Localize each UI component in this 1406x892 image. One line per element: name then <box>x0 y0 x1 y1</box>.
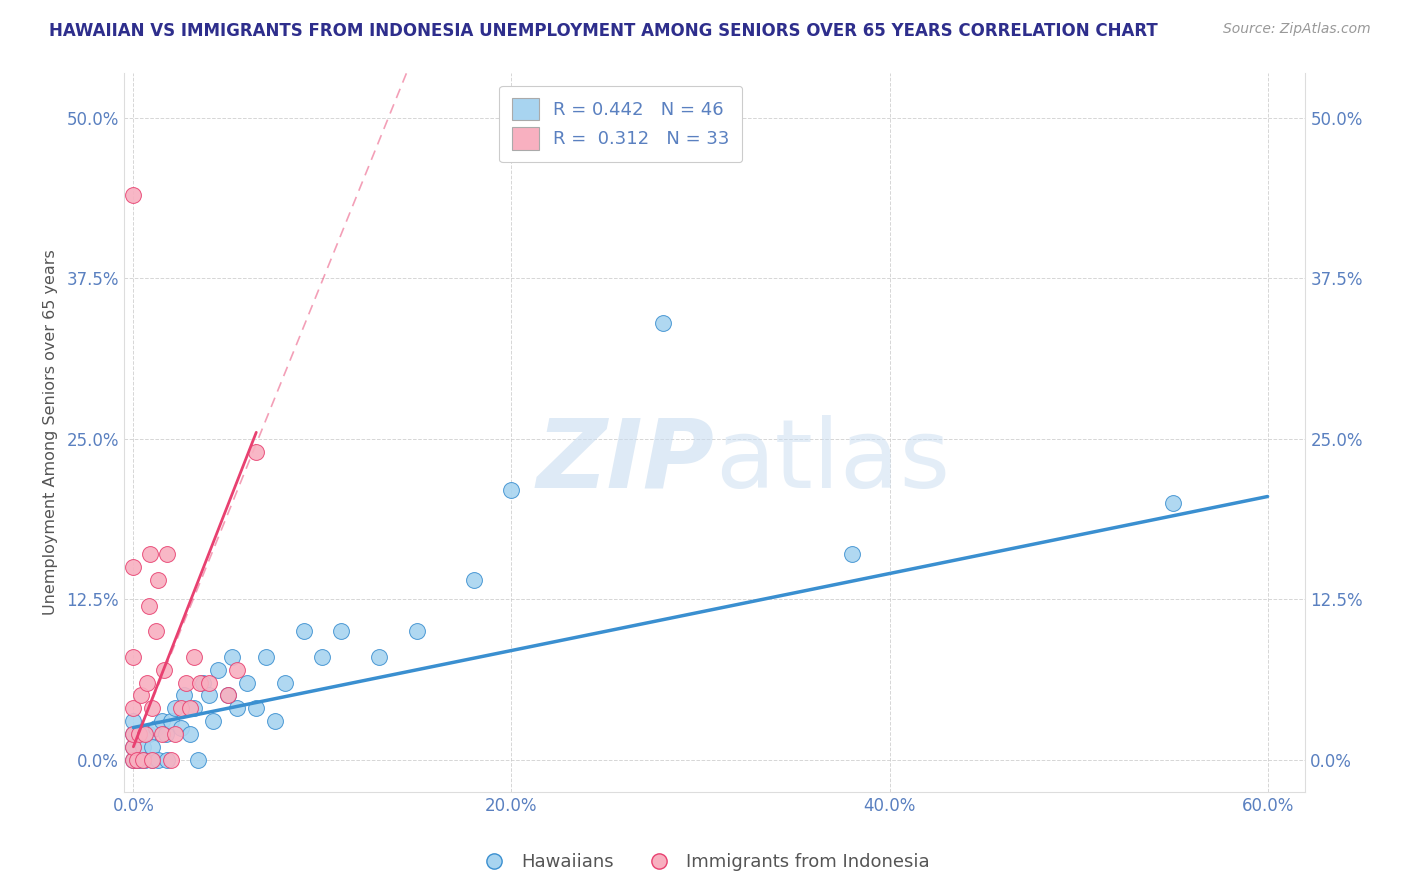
Point <box>273 675 295 690</box>
Point <box>122 727 145 741</box>
Point <box>169 721 191 735</box>
Point <box>141 753 163 767</box>
Point <box>134 753 156 767</box>
Point <box>152 663 174 677</box>
Text: HAWAIIAN VS IMMIGRANTS FROM INDONESIA UNEMPLOYMENT AMONG SENIORS OVER 65 YEARS C: HAWAIIAN VS IMMIGRANTS FROM INDONESIA UN… <box>49 22 1159 40</box>
Text: ZIP: ZIP <box>537 415 714 508</box>
Point <box>264 714 287 728</box>
Point <box>163 727 186 741</box>
Point <box>122 649 145 664</box>
Point <box>128 727 150 741</box>
Point <box>217 689 239 703</box>
Point <box>236 675 259 690</box>
Point <box>129 753 152 767</box>
Point <box>122 701 145 715</box>
Point <box>122 714 145 728</box>
Point <box>122 188 145 202</box>
Y-axis label: Unemployment Among Seniors over 65 years: Unemployment Among Seniors over 65 years <box>44 250 58 615</box>
Point <box>221 649 243 664</box>
Point <box>163 701 186 715</box>
Point <box>132 753 155 767</box>
Point <box>122 560 145 574</box>
Point <box>141 701 163 715</box>
Point <box>150 727 173 741</box>
Point <box>122 753 145 767</box>
Point <box>127 753 149 767</box>
Point <box>135 675 157 690</box>
Point <box>129 689 152 703</box>
Point <box>330 624 353 639</box>
Point <box>155 727 177 741</box>
Point <box>1161 496 1184 510</box>
Point <box>463 573 485 587</box>
Point <box>132 739 155 754</box>
Point <box>193 675 215 690</box>
Point <box>127 753 149 767</box>
Point <box>201 714 224 728</box>
Point <box>134 727 156 741</box>
Point <box>160 753 183 767</box>
Legend: Hawaiians, Immigrants from Indonesia: Hawaiians, Immigrants from Indonesia <box>470 847 936 879</box>
Point <box>217 689 239 703</box>
Point <box>198 675 221 690</box>
Point <box>841 547 863 561</box>
Point <box>207 663 229 677</box>
Point <box>141 753 163 767</box>
Legend: R = 0.442   N = 46, R =  0.312   N = 33: R = 0.442 N = 46, R = 0.312 N = 33 <box>499 86 742 162</box>
Point <box>156 547 179 561</box>
Point <box>254 649 277 664</box>
Point <box>245 444 267 458</box>
Point <box>139 547 162 561</box>
Point <box>138 599 160 613</box>
Point <box>501 483 523 497</box>
Text: Source: ZipAtlas.com: Source: ZipAtlas.com <box>1223 22 1371 37</box>
Text: atlas: atlas <box>714 415 950 508</box>
Point <box>245 701 267 715</box>
Point <box>651 316 673 330</box>
Point <box>146 753 169 767</box>
Point <box>141 739 163 754</box>
Point <box>145 721 167 735</box>
Point <box>122 753 145 767</box>
Point <box>183 649 205 664</box>
Point <box>368 649 391 664</box>
Point <box>160 714 183 728</box>
Point <box>226 701 249 715</box>
Point <box>226 663 249 677</box>
Point <box>122 739 145 754</box>
Point <box>128 727 150 741</box>
Point <box>173 689 195 703</box>
Point <box>183 701 205 715</box>
Point <box>156 753 179 767</box>
Point <box>122 727 145 741</box>
Point <box>150 714 173 728</box>
Point <box>179 701 201 715</box>
Point <box>198 689 221 703</box>
Point <box>179 727 201 741</box>
Point <box>122 739 145 754</box>
Point <box>311 649 333 664</box>
Point <box>138 727 160 741</box>
Point <box>146 573 169 587</box>
Point <box>406 624 429 639</box>
Point <box>188 675 211 690</box>
Point <box>292 624 315 639</box>
Point <box>187 753 209 767</box>
Point <box>169 701 191 715</box>
Point <box>176 675 198 690</box>
Point <box>145 624 167 639</box>
